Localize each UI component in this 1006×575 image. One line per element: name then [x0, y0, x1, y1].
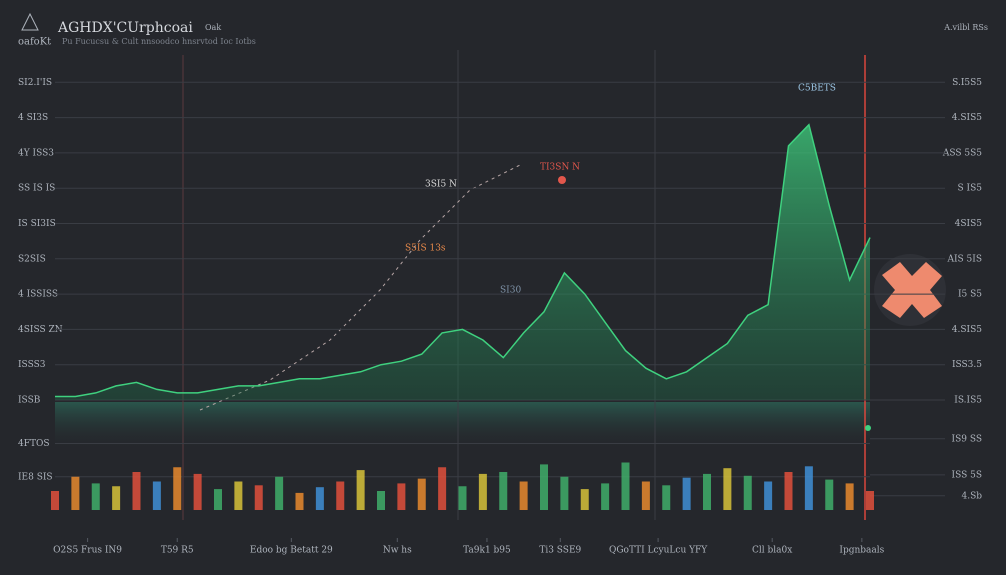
volume-bar	[315, 487, 324, 510]
volume-bar	[764, 481, 773, 510]
volume-bar	[540, 464, 548, 510]
volume-bar	[519, 481, 528, 510]
volume-bar	[601, 483, 610, 510]
price-line	[55, 123, 871, 398]
area	[55, 124, 870, 400]
x-tick-label: T59 R5	[161, 546, 194, 556]
y-tick-label: ISSS3	[18, 360, 46, 370]
volume-bar	[234, 481, 243, 510]
x-tick-label: Ti3 SSE9	[539, 546, 581, 556]
trend-line	[199, 164, 521, 411]
subtitle: Pu Fucucsu & Cult nnsoodco hnsrvtod Ioc …	[62, 37, 256, 46]
x-tick-label: Nw hs	[383, 546, 412, 556]
volume-bar	[132, 472, 141, 510]
volume-bar	[71, 476, 80, 510]
volume-bar	[295, 492, 304, 510]
y-tick-label: ISSB	[18, 396, 41, 406]
y2-tick-label: ISS 5S	[952, 470, 982, 480]
volume-bar	[478, 473, 487, 510]
volume-bar	[804, 466, 813, 510]
volume-bar	[377, 491, 385, 510]
volume-bar	[112, 486, 121, 510]
y2-tick-label: I5 S5	[958, 290, 982, 300]
volume-bar	[703, 473, 711, 510]
x-tick-label: O2S5 Frus IN9	[53, 546, 122, 556]
y2-tick-label: 4.Sb	[961, 491, 982, 501]
volume-bar	[621, 462, 630, 510]
volume-bar	[214, 489, 222, 510]
volume-bar	[662, 485, 671, 510]
volume-bar	[560, 476, 569, 510]
volume-bar	[356, 470, 365, 510]
band	[55, 402, 870, 450]
y2-tick-label: S IS5	[958, 184, 983, 194]
y-tick-label: 4SISS ZN	[18, 325, 63, 335]
y-tick-label: SS IS IS	[18, 184, 55, 194]
volume-bar	[397, 483, 406, 510]
y-tick-label: 4 SI3S	[18, 113, 48, 123]
volume-bar	[254, 485, 263, 510]
y-tick-label: 4Y ISS3	[18, 148, 54, 158]
y2-tick-label: 4.SIS5	[952, 113, 982, 123]
volume-bar	[723, 468, 732, 510]
x-tick-label: Edoo bg Betatt 29	[250, 546, 333, 556]
volume-bar	[458, 486, 467, 510]
y-tick-label: SI2.I'IS	[18, 78, 52, 88]
x-tick-label: Ta9k1 b95	[463, 546, 511, 556]
marker	[558, 176, 566, 184]
y-tick-label: S2SIS	[18, 254, 46, 264]
volume-bar	[825, 479, 834, 510]
y-tick-label: 4FTOS	[18, 439, 50, 449]
annotation: C5BETS	[798, 84, 836, 94]
annotation: SI30	[500, 286, 521, 296]
y2-tick-label: IS.IS5	[954, 396, 982, 406]
volume-bar	[438, 467, 447, 510]
annotation: TI3SN N	[540, 163, 580, 173]
volume-bar	[682, 477, 691, 510]
logo-badge	[874, 254, 946, 326]
volume-bar	[336, 481, 345, 510]
y-tick-label: IE8 SIS	[18, 472, 53, 482]
volume-bar	[193, 473, 202, 510]
volume-bar	[173, 467, 182, 510]
logo-icon	[21, 12, 39, 31]
volume-bar	[91, 483, 100, 510]
volume-bar	[866, 491, 874, 510]
x-tick-label: QGoTTI LcyuLcu YFY	[609, 546, 708, 556]
volume-bar	[580, 489, 589, 510]
annotation: S5IS 13s	[405, 244, 446, 254]
badge: A.vilbl RSs	[943, 23, 988, 32]
volume-bar	[51, 491, 59, 510]
logo: oafoKt	[18, 37, 51, 48]
title: AGHDX'CUrphcoai	[57, 20, 193, 36]
y2-tick-label: S.I5S5	[952, 78, 982, 88]
y2-tick-label: 4.SIS5	[952, 325, 982, 335]
y2-tick-label: ISS3.5	[952, 360, 982, 370]
y2-tick-label: IS9 SS	[952, 434, 982, 444]
y2-tick-label: ASS 5S5	[942, 148, 982, 158]
volume-bar	[743, 475, 752, 510]
marker	[865, 425, 871, 431]
x-tick-label: Ipgnbaals	[839, 546, 884, 556]
volume-bar	[152, 481, 161, 510]
y-tick-label: 4 ISSISS	[18, 290, 58, 300]
volume-bar	[417, 478, 426, 510]
volume-bar	[845, 483, 854, 510]
x-tick-label: Cll bla0x	[752, 546, 792, 556]
y2-tick-label: 4SIS5	[955, 219, 983, 229]
annotation: 3SI5 N	[425, 180, 457, 190]
volume-bar	[784, 472, 793, 510]
tag: Oak	[205, 23, 221, 32]
volume-bar	[641, 481, 650, 510]
y-tick-label: IS SI3IS	[18, 219, 56, 229]
volume-bar	[275, 476, 284, 510]
volume-bar	[499, 472, 508, 510]
y2-tick-label: AIS 5IS	[946, 254, 982, 264]
